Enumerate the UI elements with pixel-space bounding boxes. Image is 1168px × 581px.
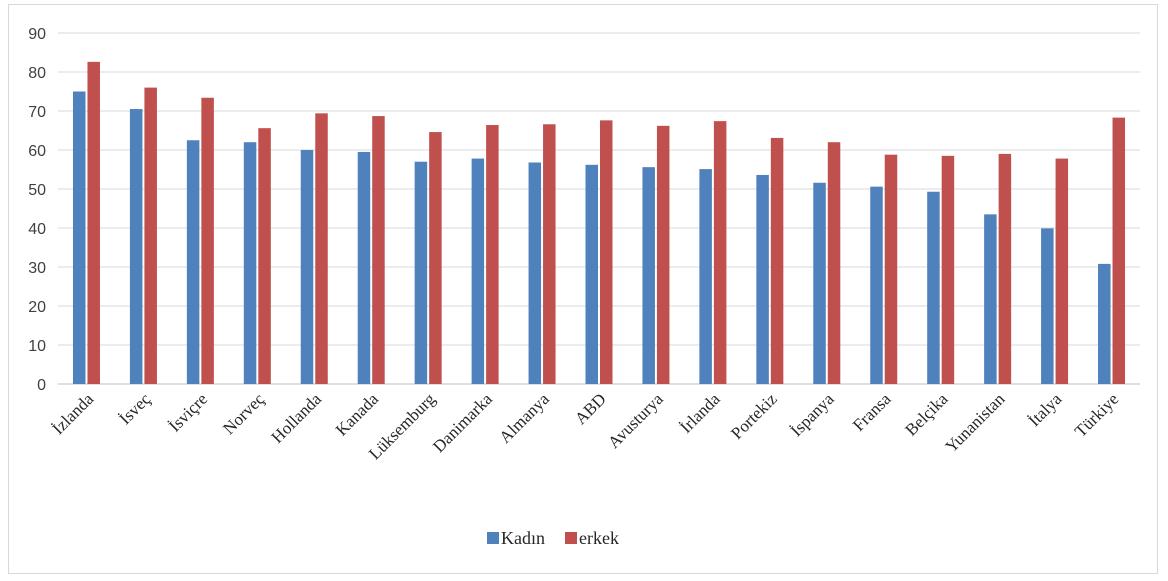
x-tick-label: ABD [571, 389, 610, 428]
bar-kadin [243, 142, 257, 384]
y-tick-label: 70 [28, 104, 46, 121]
bar-kadin [1098, 263, 1111, 384]
x-tick-label: İspanya [787, 389, 838, 440]
bar-kadin [870, 186, 883, 384]
bar-erkek [486, 125, 499, 384]
legend-swatch [487, 532, 499, 544]
x-tick-label: Almanya [495, 389, 553, 447]
x-tick-label: İtalya [1025, 389, 1066, 430]
bar-erkek [941, 155, 955, 384]
x-tick-label: Yunanistan [942, 389, 1009, 456]
bar-kadin [1041, 228, 1054, 384]
bar-kadin [129, 109, 143, 385]
legend: Kadın erkek [487, 528, 619, 548]
y-tick-label: 90 [28, 26, 46, 43]
legend-label: Kadın [501, 528, 545, 548]
chart-frame [8, 4, 1158, 574]
x-tick-label: Portekiz [727, 389, 781, 443]
x-tick-label: Kanada [332, 389, 382, 439]
x-tick-label: Fransa [849, 389, 895, 435]
x-tick-label: Belçika [901, 389, 951, 439]
bar-erkek [258, 128, 271, 384]
bar-erkek [713, 121, 727, 384]
x-tick-label: Danimarka [429, 389, 496, 456]
x-tick-label: İrlanda [676, 389, 724, 437]
bar-erkek [998, 153, 1012, 384]
bars [72, 61, 1126, 385]
x-tick-label: Hollanda [268, 389, 326, 447]
legend-label: erkek [579, 528, 619, 548]
bar-erkek [201, 97, 214, 385]
bar-erkek [429, 132, 442, 384]
y-tick-label: 50 [28, 182, 46, 199]
y-tick-label: 0 [37, 377, 46, 394]
bar-kadin [357, 151, 371, 384]
x-axis-ticks: İzlanda İsveç İsviçre Norveç Hollanda KanadaL… [48, 389, 1122, 463]
x-tick-label: Türkiye [1071, 389, 1122, 440]
x-tick-label: İsveç [115, 389, 154, 428]
x-tick-label: Norveç [219, 389, 268, 438]
bar-erkek [144, 87, 157, 384]
bar-erkek [770, 137, 784, 384]
bar-erkek [827, 142, 841, 384]
y-tick-label: 20 [28, 299, 46, 316]
x-tick-label: İsviçre [165, 389, 211, 435]
y-tick-label: 40 [28, 221, 46, 238]
bar-erkek [543, 124, 556, 384]
y-tick-label: 30 [28, 260, 46, 277]
bar-kadin [471, 158, 485, 384]
bar-kadin [756, 174, 769, 384]
legend-swatch [565, 532, 577, 544]
bar-erkek [1055, 158, 1069, 384]
gridlines [58, 32, 1140, 385]
bar-erkek [600, 120, 613, 385]
bar-erkek [656, 125, 670, 384]
bar-kadin [414, 161, 428, 384]
bar-kadin [813, 182, 826, 384]
bar-kadin [528, 162, 542, 384]
bar-erkek [315, 113, 328, 384]
bar-kadin [984, 214, 997, 384]
y-tick-label: 60 [28, 143, 46, 160]
bar-kadin [186, 140, 200, 384]
bar-erkek [87, 61, 100, 385]
y-axis-ticks: 0 10 20 30 40 50 60 70 80 90 [28, 26, 46, 394]
bar-kadin [642, 167, 655, 384]
bar-kadin [699, 169, 712, 384]
bar-erkek [372, 116, 385, 384]
bar-kadin [585, 164, 598, 384]
bar-kadin [72, 91, 86, 384]
bar-kadin [927, 191, 940, 384]
bar-erkek [1112, 117, 1126, 384]
y-tick-label: 10 [28, 338, 46, 355]
x-tick-label: İzlanda [48, 389, 97, 438]
bar-kadin [300, 150, 314, 384]
x-tick-label: Avusturya [604, 389, 667, 452]
y-tick-label: 80 [28, 65, 46, 82]
bar-erkek [884, 154, 898, 384]
